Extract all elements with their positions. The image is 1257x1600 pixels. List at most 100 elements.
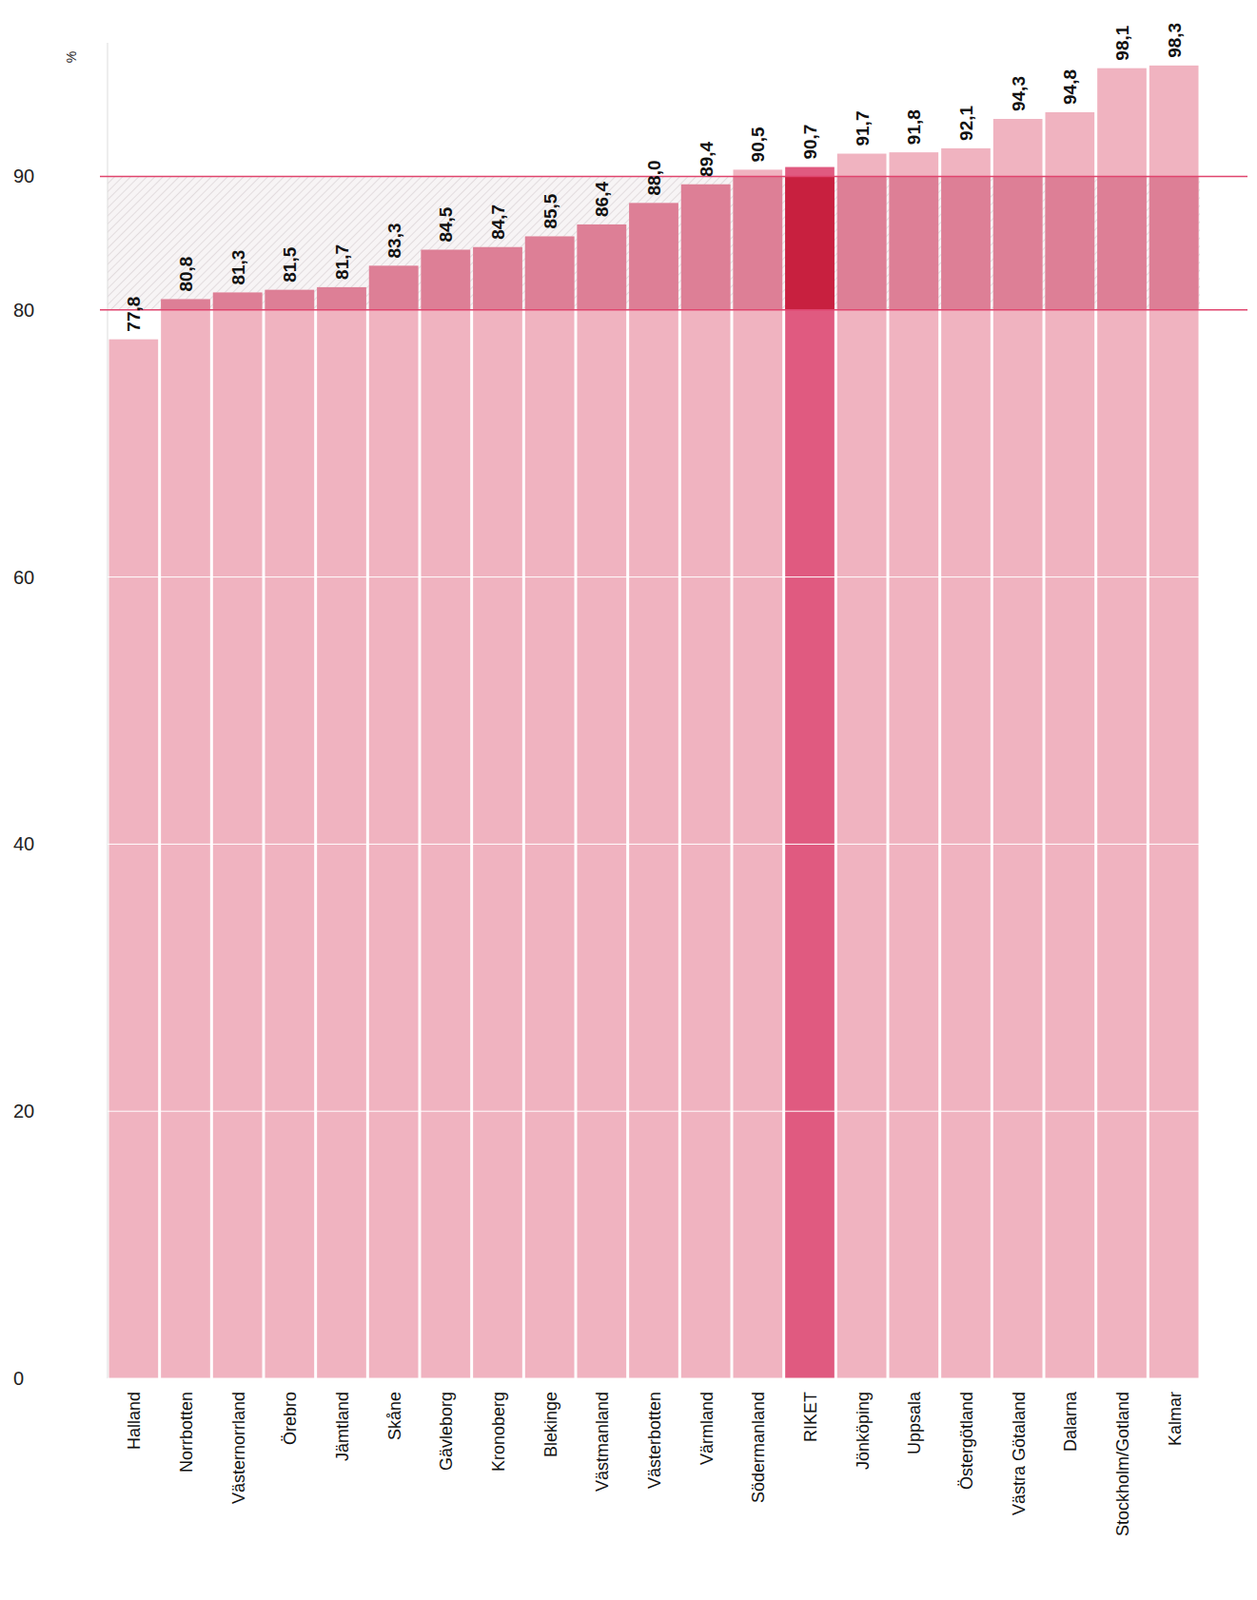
grid-line <box>99 176 1248 178</box>
data-label: 94,3 <box>1008 76 1029 112</box>
bar <box>213 293 263 1379</box>
data-label: 94,8 <box>1060 69 1081 105</box>
grid-line <box>99 309 1248 312</box>
x-tick-label: Östergötland <box>957 1392 977 1491</box>
bar-band-part <box>889 176 940 310</box>
bar-band-part <box>681 184 731 311</box>
bar-band-part <box>160 299 211 311</box>
x-tick-label: Örebro <box>280 1392 300 1446</box>
data-label: 98,3 <box>1164 22 1185 59</box>
data-label: 90,7 <box>800 124 821 160</box>
x-tick-label: Uppsala <box>904 1391 924 1455</box>
x-tick-label: Västmanland <box>592 1392 612 1493</box>
x-tick-label: Värmland <box>697 1392 717 1466</box>
y-axis-title: % <box>63 51 79 63</box>
bar-band-part <box>472 247 523 311</box>
grid-line <box>107 576 1200 578</box>
x-tick-label: Kalmar <box>1165 1392 1185 1447</box>
bar-band-part <box>577 224 628 311</box>
x-tick-label: Kronoberg <box>489 1392 509 1473</box>
bar-band-part <box>525 236 575 311</box>
data-label: 84,5 <box>435 206 456 242</box>
x-tick-label: Västra Götaland <box>1009 1392 1029 1516</box>
data-label: 88,0 <box>644 159 665 196</box>
data-label: 81,5 <box>279 246 300 282</box>
x-tick-label: Gävleborg <box>436 1392 456 1472</box>
bar <box>160 299 211 1379</box>
grid-line <box>107 1111 1200 1113</box>
chart: 0 20 40 60 80 90% 77,8 Halland 80,8 Norrbotten 81,… <box>0 0 1257 1600</box>
data-label: 84,7 <box>488 204 509 240</box>
bar <box>369 265 419 1379</box>
data-label: 77,8 <box>123 296 144 333</box>
bar-band-part <box>1149 176 1199 310</box>
bar-band-part <box>316 287 367 311</box>
data-label: 86,4 <box>591 181 612 217</box>
bar <box>1045 112 1096 1379</box>
bar <box>941 148 991 1379</box>
bar-band-part <box>837 176 887 310</box>
x-tick-label: Halland <box>124 1392 144 1451</box>
x-tick-label: Blekinge <box>541 1392 561 1458</box>
data-label: 92,1 <box>956 105 977 141</box>
bar-band-part <box>941 176 991 310</box>
x-tick-label: Västernorrland <box>229 1392 249 1505</box>
y-axis-line <box>107 42 109 1379</box>
bar <box>577 224 628 1379</box>
x-tick-label: RIKET <box>801 1392 821 1443</box>
x-tick-label: Västerbotten <box>645 1392 665 1490</box>
bar-band-part <box>785 176 835 310</box>
data-label: 90,5 <box>747 126 768 162</box>
data-label: 83,3 <box>384 222 405 258</box>
bar <box>472 247 523 1379</box>
data-label: 80,8 <box>176 256 197 293</box>
bar <box>421 250 472 1379</box>
bar <box>109 339 159 1379</box>
bar-band-part <box>1097 176 1147 310</box>
x-tick-label: Jämtland <box>333 1392 353 1462</box>
x-tick-label: Skåne <box>385 1392 405 1441</box>
bar <box>733 169 784 1379</box>
bar-band-part <box>369 265 419 310</box>
bar <box>993 118 1043 1379</box>
bar <box>525 236 575 1379</box>
x-tick-label: Stockholm/Gotland <box>1113 1392 1133 1537</box>
bars <box>109 65 1199 1379</box>
bar-band-part <box>993 176 1043 310</box>
bar-band-part <box>733 176 784 310</box>
data-label: 85,5 <box>540 193 561 229</box>
grid-line <box>107 1378 1200 1380</box>
bar-band-part <box>1045 176 1096 310</box>
x-tick-label: Södermanland <box>748 1392 768 1504</box>
bar-band-part <box>265 290 315 311</box>
bar <box>785 167 835 1379</box>
grid-line <box>107 844 1200 845</box>
data-label: 91,8 <box>903 109 924 145</box>
bar <box>681 184 731 1379</box>
grid <box>99 176 1248 1379</box>
data-label: 81,7 <box>332 244 353 280</box>
data-label: 98,1 <box>1112 24 1133 60</box>
bar <box>1149 65 1199 1379</box>
x-tick-label: Norrbotten <box>176 1392 197 1474</box>
bar-band-part <box>213 293 263 311</box>
bar <box>837 154 887 1379</box>
bar <box>316 287 367 1379</box>
data-label: 91,7 <box>852 111 873 147</box>
data-label: 89,4 <box>696 140 717 177</box>
data-label: 81,3 <box>228 250 249 286</box>
bar <box>628 202 679 1379</box>
bar-band-part <box>628 202 679 310</box>
y-tick-label: 20 <box>13 1100 35 1122</box>
y-tick-label: 0 <box>13 1368 24 1390</box>
y-tick-label: 60 <box>13 567 35 589</box>
bar-band-part <box>421 250 472 311</box>
bar <box>265 290 315 1379</box>
y-tick-label: 90 <box>13 165 35 187</box>
x-tick-label: Dalarna <box>1060 1391 1081 1453</box>
bar <box>889 152 940 1379</box>
bar <box>1097 68 1147 1379</box>
y-tick-label: 40 <box>13 833 35 855</box>
y-tick-label: 80 <box>13 299 35 321</box>
x-tick-label: Jönköping <box>853 1392 873 1471</box>
